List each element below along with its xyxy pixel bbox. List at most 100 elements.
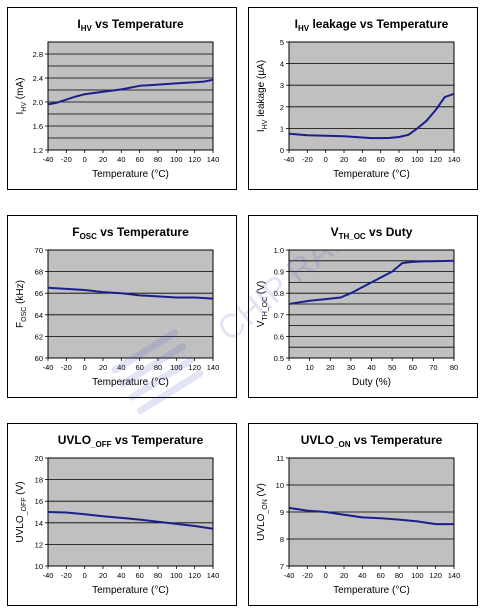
- x-tick-label: 20: [99, 363, 107, 372]
- x-tick-label: 80: [395, 155, 403, 164]
- x-tick-label: -20: [61, 571, 72, 580]
- x-tick-label: 50: [388, 363, 396, 372]
- y-axis-label-sub: TH_OC: [262, 297, 269, 321]
- series-line: [288, 92, 455, 140]
- chart-title-sub: HV: [81, 24, 93, 33]
- x-axis-label: Temperature (°C): [92, 585, 169, 596]
- chart-title-main: UVLO: [58, 433, 91, 447]
- plot-area: [47, 457, 214, 567]
- y-tick-label: 2: [280, 103, 284, 112]
- y-tick-label: 0.5: [274, 354, 284, 363]
- x-tick-label: -20: [302, 155, 313, 164]
- x-tick-label: 80: [154, 571, 162, 580]
- x-tick-label: 60: [135, 363, 143, 372]
- x-tick-label: 60: [135, 571, 143, 580]
- x-tick-label: 0: [83, 363, 87, 372]
- y-axis-label: IHV (mA): [15, 78, 28, 115]
- y-axis-label-main: UVLO: [256, 513, 267, 540]
- y-axis-label: UVLO_ON (V): [256, 483, 269, 541]
- x-tick-label: 0: [83, 571, 87, 580]
- y-axis-label-rest: leakage (µA): [256, 60, 267, 120]
- x-tick-label: 120: [429, 571, 442, 580]
- y-axis-label-main: I: [256, 129, 267, 132]
- y-tick-label: 20: [35, 454, 43, 463]
- x-tick-label: -20: [61, 363, 72, 372]
- y-tick-label: 3: [280, 81, 284, 90]
- y-tick-label: 0.9: [274, 268, 284, 277]
- x-tick-label: 140: [448, 155, 461, 164]
- x-tick-label: -40: [43, 155, 54, 164]
- x-tick-label: 100: [170, 363, 183, 372]
- plot-area: [47, 41, 214, 151]
- chart-title-main: F: [72, 225, 79, 239]
- chart-title: IHV leakage vs Temperature: [295, 17, 449, 33]
- y-tick-label: 2.8: [33, 50, 43, 59]
- y-tick-label: 8: [280, 535, 284, 544]
- x-tick-label: 100: [170, 155, 183, 164]
- chart-title: FOSC vs Temperature: [72, 225, 189, 241]
- series-line: [288, 259, 455, 305]
- y-tick-label: 7: [280, 562, 284, 571]
- chart-panel-ihv: IHV vs Temperature 1.2 1.6 2.0 2.4 2.8 -40 -20 0…: [7, 7, 237, 190]
- x-tick-label: 140: [207, 363, 220, 372]
- x-tick-label: 0: [287, 363, 291, 372]
- y-tick-label: 1: [280, 124, 284, 133]
- x-tick-label: 20: [326, 363, 334, 372]
- y-axis-label: FOSC (kHz): [15, 280, 28, 328]
- y-axis-label-main: UVLO: [15, 515, 26, 542]
- y-axis-label-rest: (mA): [15, 78, 26, 102]
- x-tick-label: -20: [302, 571, 313, 580]
- y-axis-label-sub: OSC: [21, 307, 28, 322]
- chart-title-rest: vs Temperature: [350, 433, 442, 447]
- x-tick-label: 100: [170, 571, 183, 580]
- y-tick-label: 68: [35, 268, 43, 277]
- x-tick-label: -40: [284, 571, 295, 580]
- y-tick-label: 60: [35, 354, 43, 363]
- y-tick-label: 12: [35, 540, 43, 549]
- x-axis-label: Duty (%): [352, 377, 391, 388]
- y-tick-label: 2.4: [33, 74, 43, 83]
- x-tick-label: 40: [117, 571, 125, 580]
- x-tick-label: 40: [117, 363, 125, 372]
- y-axis-label-sub: HV: [262, 119, 269, 129]
- y-axis-label: VTH_OC (V): [256, 281, 269, 328]
- x-tick-label: 140: [207, 155, 220, 164]
- chart-panel-ihv-leakage: IHV leakage vs Temperature 0 1 2 3 4 5 -40 -20 0 2…: [248, 7, 478, 190]
- y-tick-label: 1.2: [33, 146, 43, 155]
- x-tick-label: 40: [117, 155, 125, 164]
- y-tick-label: 16: [35, 497, 43, 506]
- x-tick-label: 20: [99, 571, 107, 580]
- y-axis-label-rest: (V): [256, 483, 267, 499]
- chart-title: IHV vs Temperature: [77, 17, 184, 33]
- series-line: [288, 506, 454, 526]
- y-axis-label-rest: (V): [256, 281, 267, 297]
- x-tick-label: 80: [154, 155, 162, 164]
- y-tick-label: 10: [276, 481, 284, 490]
- y-tick-label: 62: [35, 332, 43, 341]
- x-tick-label: 60: [376, 155, 384, 164]
- chart-panel-uvlo-off: UVLO_OFF vs Temperature 10 12 14 16 18 20 -40 -2…: [7, 423, 237, 606]
- chart-title-rest: vs Duty: [366, 225, 413, 239]
- x-tick-label: 80: [154, 363, 162, 372]
- x-tick-label: -20: [61, 155, 72, 164]
- y-axis-label-main: I: [15, 112, 26, 115]
- y-tick-label: 5: [280, 38, 284, 47]
- x-tick-label: 0: [83, 155, 87, 164]
- chart-title-main: V: [331, 225, 339, 239]
- y-tick-label: 0.7: [274, 311, 284, 320]
- y-tick-label: 70: [35, 246, 43, 255]
- y-axis-label-sub: _ON: [262, 499, 269, 514]
- x-tick-label: 80: [395, 571, 403, 580]
- y-axis-label: IHV leakage (µA): [256, 60, 269, 132]
- x-tick-label: -40: [43, 363, 54, 372]
- y-axis-label-sub: HV: [21, 102, 28, 112]
- y-tick-label: 66: [35, 289, 43, 298]
- x-tick-label: 60: [409, 363, 417, 372]
- y-tick-label: 14: [35, 519, 43, 528]
- x-tick-label: 70: [429, 363, 437, 372]
- y-axis-label-rest: (V): [15, 481, 26, 497]
- y-tick-label: 1.6: [33, 122, 43, 131]
- chart-title: UVLO_ON vs Temperature: [301, 433, 443, 449]
